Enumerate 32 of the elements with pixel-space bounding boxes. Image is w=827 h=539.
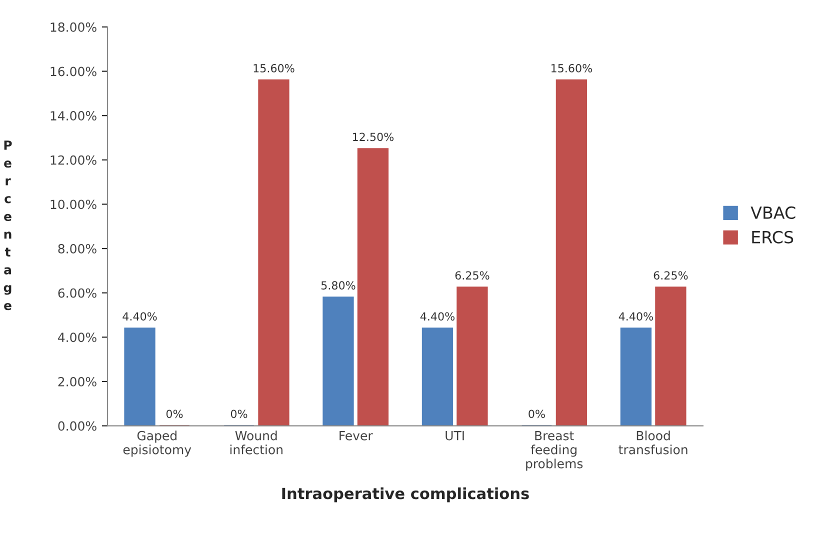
- x-tick-label: Breast feeding problems: [526, 431, 583, 471]
- x-tick-label: UTI: [446, 431, 464, 440]
- data-label: 4.40%: [420, 312, 455, 321]
- x-axis-title: Intraoperative complications: [282, 487, 529, 502]
- x-tick-label: Fever: [340, 431, 373, 440]
- legend-label: VBAC: [750, 206, 796, 219]
- y-tick-label: 2.00%: [58, 376, 96, 386]
- y-tick-label: 8.00%: [58, 244, 96, 254]
- y-tick-label: 0.00%: [58, 421, 96, 431]
- data-label: 12.50%: [353, 132, 394, 142]
- data-label: 6.25%: [654, 271, 688, 280]
- y-tick-label: 6.00%: [58, 288, 96, 298]
- x-tick-label: Blood transfusion: [618, 430, 688, 454]
- y-tick-label: 14.00%: [50, 111, 96, 121]
- y-tick-label: 12.00%: [50, 155, 96, 165]
- legend-label: ERCS: [752, 230, 794, 244]
- text: Percentage: [4, 140, 12, 310]
- y-tick-label: 18.00%: [50, 22, 96, 32]
- x-tick-label: Gaped episiotomy: [123, 430, 192, 457]
- data-label: 0%: [166, 410, 183, 418]
- data-label: 15.60%: [254, 64, 294, 72]
- data-label: 15.60%: [551, 64, 592, 72]
- data-label: 5.80%: [321, 281, 356, 290]
- y-tick-label: 16.00%: [50, 66, 96, 76]
- y-tick-label: 4.00%: [58, 332, 96, 342]
- y-tick-label: 10.00%: [50, 200, 96, 210]
- data-label: 0%: [230, 410, 248, 418]
- data-label: 6.25%: [455, 271, 490, 280]
- data-label: 0%: [528, 410, 545, 418]
- x-tick-label: Wound infection: [230, 430, 282, 454]
- data-label: 4.40%: [618, 312, 653, 321]
- data-label: 4.40%: [122, 312, 157, 321]
